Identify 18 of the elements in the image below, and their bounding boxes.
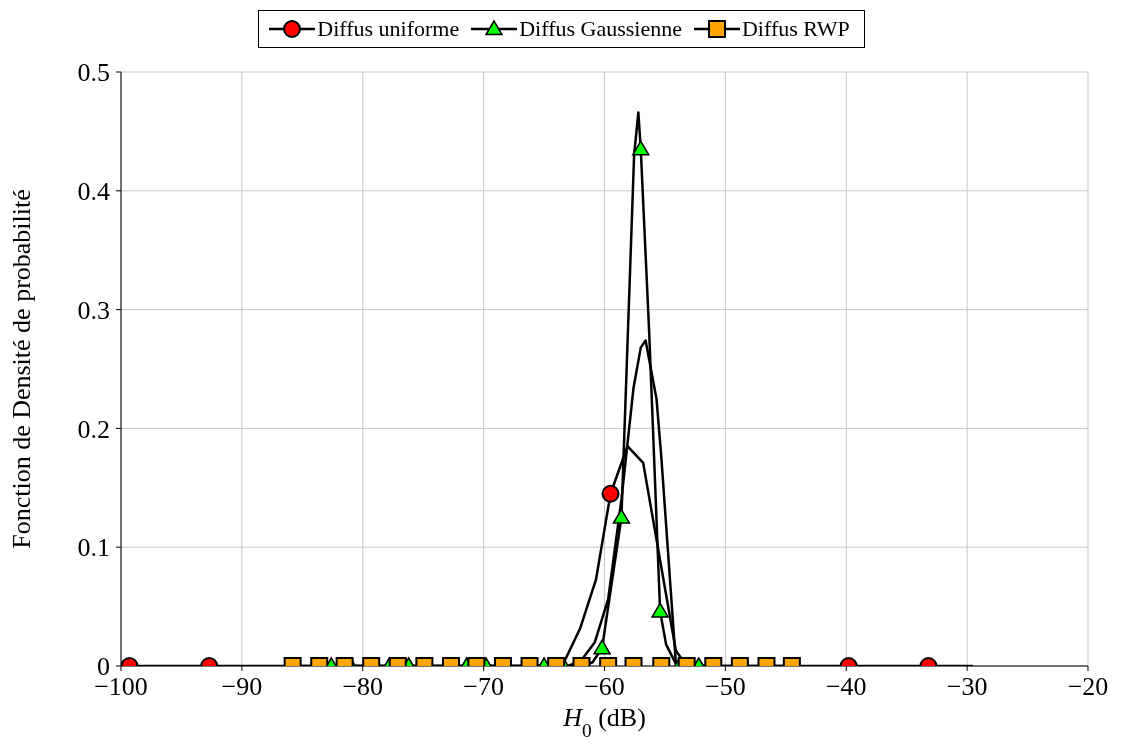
y-tick-label: 0.5 [77, 58, 110, 88]
legend-label: Diffus Gaussienne [519, 16, 682, 42]
y-tick-label: 0.3 [77, 295, 110, 325]
x-tick-label: −70 [463, 672, 504, 702]
x-tick-label: −30 [946, 672, 988, 702]
y-tick-label: 0.4 [77, 177, 110, 207]
x-tick-label: −40 [825, 672, 867, 702]
x-tick-label: −50 [705, 672, 746, 702]
y-tick-label: 0.2 [77, 414, 110, 444]
legend-label: Diffus RWP [741, 16, 850, 42]
y-tick-label: 0.1 [77, 533, 110, 563]
y-axis-title: Fonction de Densité de probabilité [7, 189, 36, 549]
legend-label: Diffus uniforme [317, 16, 460, 42]
x-tick-label: −80 [342, 672, 384, 702]
x-tick-label: −60 [584, 672, 625, 702]
x-tick-label: −20 [1067, 672, 1109, 702]
x-axis-title: H$_{0}$ (dB) [562, 703, 646, 741]
x-tick-label: −90 [221, 672, 263, 702]
